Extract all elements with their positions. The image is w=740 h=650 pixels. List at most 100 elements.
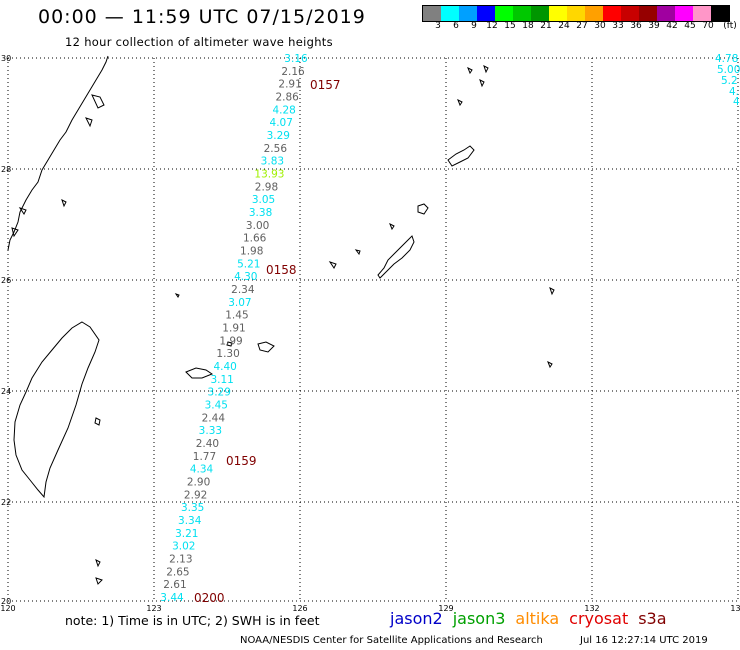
wave-height-value: 3.02 xyxy=(172,541,195,553)
legend-swatch xyxy=(585,6,603,21)
lon-tick-label: 129 xyxy=(438,604,453,613)
wave-height-value: 2.65 xyxy=(166,566,189,578)
legend-swatch xyxy=(675,6,693,21)
coastline-outlines xyxy=(7,55,555,585)
track-time-label: 0158 xyxy=(266,263,297,277)
wave-height-value: 2.44 xyxy=(202,412,226,424)
satellite-name: jason2 xyxy=(390,609,443,628)
wave-height-value: 3.11 xyxy=(210,374,233,386)
wave-height-value: 1.91 xyxy=(222,323,245,335)
edge-wave-height-value: 4. xyxy=(729,86,739,98)
legend-swatch xyxy=(639,6,657,21)
wave-height-value: 3.29 xyxy=(208,387,231,399)
legend-label: 6 xyxy=(453,21,459,31)
lat-lon-grid xyxy=(7,57,739,602)
legend-label: 24 xyxy=(558,21,570,31)
wave-height-value: 5.21 xyxy=(237,258,260,270)
wave-height-value: 3.45 xyxy=(205,400,228,412)
legend-label: 12 xyxy=(486,21,498,31)
legend-label: 39 xyxy=(648,21,660,31)
legend-label: 30 xyxy=(594,21,606,31)
wave-height-value: 3.07 xyxy=(228,297,251,309)
taiwan-coastline xyxy=(13,321,100,499)
wave-height-value: 4.34 xyxy=(190,464,214,476)
track-time-label: 0159 xyxy=(226,454,257,468)
miyako-island xyxy=(257,341,275,353)
wave-height-value: 3.44 xyxy=(160,592,184,604)
legend-swatch xyxy=(441,6,459,21)
wave-height-value: 2.91 xyxy=(278,79,301,91)
lon-tick-label: 135 xyxy=(730,604,740,613)
wave-height-value: 1.99 xyxy=(219,335,242,347)
wave-height-value: 2.90 xyxy=(187,477,210,489)
wave-height-value: 2.61 xyxy=(163,579,186,591)
edge-wave-height-value: 5.2 xyxy=(721,75,738,87)
ishigaki-island xyxy=(185,367,214,379)
legend-swatch xyxy=(495,6,513,21)
okinawa-main xyxy=(377,235,415,279)
color-legend xyxy=(422,5,730,22)
lon-tick-label: 132 xyxy=(584,604,599,613)
wave-height-value: 2.98 xyxy=(255,181,278,193)
legend-label: 42 xyxy=(666,21,678,31)
wave-height-value: 1.66 xyxy=(243,233,267,245)
wave-height-value: 1.30 xyxy=(216,348,239,360)
legend-label: 3 xyxy=(435,21,441,31)
legend-label: 21 xyxy=(540,21,552,31)
edge-wave-height-value: 4.78 xyxy=(715,53,738,65)
wave-height-value: 2.13 xyxy=(169,554,192,566)
wave-height-value: 3.21 xyxy=(175,528,198,540)
satellite-name: jason3 xyxy=(452,609,506,628)
china-islands xyxy=(11,94,105,238)
wave-height-value: 4.28 xyxy=(272,104,295,116)
wave-height-value: 2.86 xyxy=(275,92,299,104)
wave-height-value: 3.33 xyxy=(199,425,222,437)
legend-label: 70 xyxy=(702,21,714,31)
legend-label: (ft) xyxy=(723,21,737,31)
wave-height-value: 2.92 xyxy=(184,489,207,501)
wave-height-value: 1.45 xyxy=(225,310,248,322)
generated-timestamp: Jul 16 12:27:14 UTC 2019 xyxy=(580,635,708,646)
color-legend-labels: 3 6 9 12 15 18 21 24 27 30 33 36 39 42 45 70 (ft) xyxy=(422,21,740,33)
edge-wave-height-value: 4 xyxy=(733,96,740,108)
satellite-name: cryosat xyxy=(569,609,629,628)
satellite-name: s3a xyxy=(638,609,667,628)
tokunoshima xyxy=(417,203,429,215)
wave-height-value: 2.34 xyxy=(231,284,255,296)
track-time-label: 0200 xyxy=(194,591,225,605)
wave-height-value: 3.29 xyxy=(267,130,290,142)
legend-swatch xyxy=(621,6,639,21)
yonaguni-island xyxy=(226,341,233,347)
lat-tick-label: 28 xyxy=(1,165,11,174)
legend-swatch xyxy=(549,6,567,21)
wave-height-value: 2.16 xyxy=(281,66,305,78)
legend-swatch xyxy=(567,6,585,21)
lon-tick-label: 120 xyxy=(0,604,15,613)
lat-tick-label: 20 xyxy=(1,597,11,606)
legend-label: 36 xyxy=(630,21,642,31)
legend-label: 45 xyxy=(684,21,696,31)
small-islets xyxy=(95,65,555,585)
wave-height-value: 2.56 xyxy=(264,143,288,155)
wave-height-value: 4.30 xyxy=(234,271,257,283)
legend-swatch xyxy=(513,6,531,21)
wave-height-value: 3.05 xyxy=(252,194,275,206)
wave-height-value: 3.00 xyxy=(246,220,269,232)
taiwan-east-islet xyxy=(94,417,101,426)
wave-height-value: 1.77 xyxy=(193,451,216,463)
lat-tick-label: 24 xyxy=(1,387,11,396)
wave-height-value: 3.83 xyxy=(261,156,284,168)
satellite-name: altika xyxy=(515,609,560,628)
wave-height-value: 3.38 xyxy=(249,207,272,219)
legend-label: 15 xyxy=(504,21,516,31)
wave-height-value: 3.35 xyxy=(181,502,204,514)
legend-label: 9 xyxy=(471,21,477,31)
lon-tick-label: 123 xyxy=(146,604,161,613)
amami-island xyxy=(447,145,475,167)
wave-height-value: 1.98 xyxy=(240,246,263,258)
page-subtitle: 12 hour collection of altimeter wave hei… xyxy=(65,35,333,49)
wave-height-value: 4.40 xyxy=(213,361,236,373)
lat-tick-label: 30 xyxy=(1,54,11,63)
edge-wave-height-value: 5.00 xyxy=(717,64,740,76)
